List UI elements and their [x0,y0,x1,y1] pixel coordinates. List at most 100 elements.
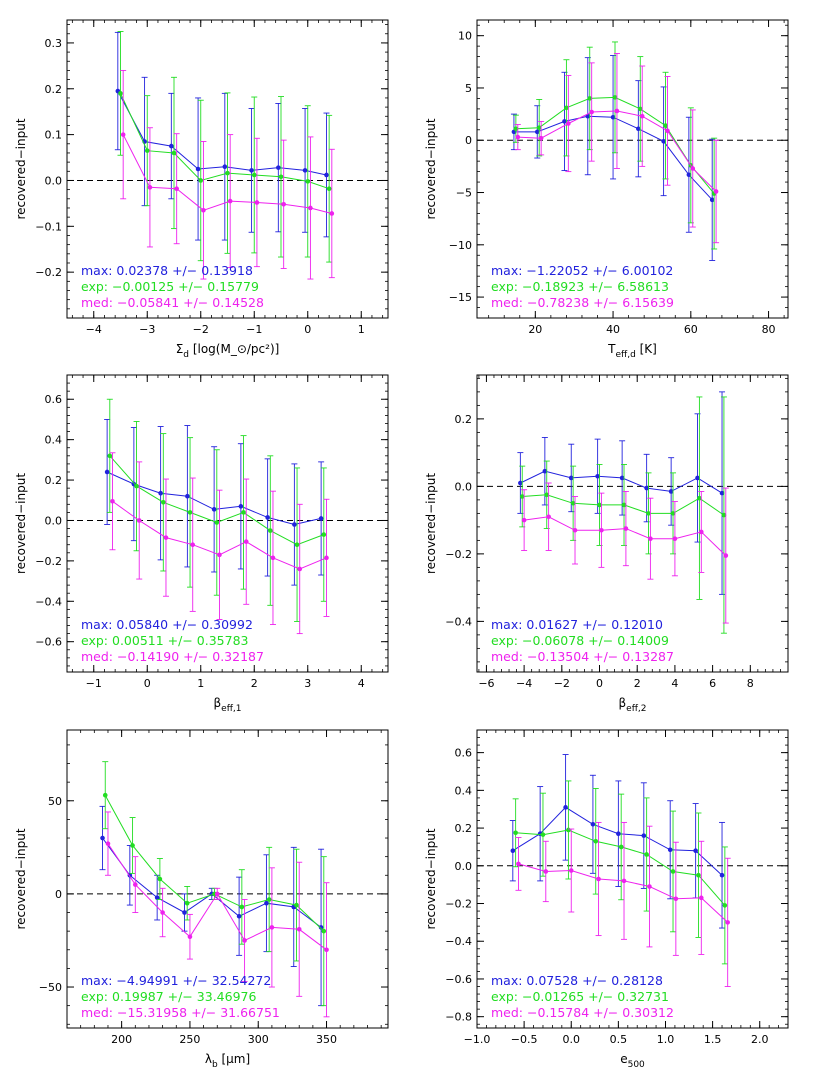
legend-entry-max: max: −1.22052 +/− 6.00102 [491,263,673,278]
chart-panel-5: 200 250 300 350 −50 0 50 λb [μm] recovered−input… [14,729,389,1070]
data-point-exp [294,902,299,908]
x-tick-label: 250 [179,1033,200,1046]
data-point-exp [646,511,651,516]
data-point-med [296,926,302,932]
y-tick-label: 0 [55,888,62,901]
series-max [509,754,726,929]
data-point-max [195,166,201,172]
data-point-med [546,514,551,520]
data-point-exp [239,904,245,910]
data-point-max [610,114,616,120]
data-point-exp [587,96,593,101]
y-tick-label: −0.6 [35,636,62,649]
y-tick-label: 0 [465,134,472,147]
series-exp [117,31,333,263]
plot-frame [66,729,389,1029]
x-tick-label: 8 [747,677,754,690]
legend-entry-med: med: −0.15784 +/− 0.30312 [491,1005,674,1020]
y-tick-label: −50 [39,981,62,994]
data-point-max [236,913,242,919]
y-tick-label: 0.0 [455,480,473,493]
y-tick-label: 0.6 [45,393,63,406]
x-tick-label: 2.0 [751,1033,769,1046]
chart-panel-3: −1 0 1 2 3 4 −0.6 −0.4 −0.2 0.0 0.2 0.4 0.6 βeff,1 rec… [14,374,389,714]
series-max [99,805,325,1007]
data-point-exp [251,172,257,178]
x-axis-label: e500 [620,1052,645,1070]
x-tick-label: −4 [516,677,532,690]
x-tick-label: −0.5 [511,1033,538,1046]
data-point-exp [697,495,702,501]
data-point-med [698,895,704,901]
x-tick-label: −2 [193,323,209,336]
data-point-max [619,475,625,481]
x-axis-label: βeff,2 [619,696,647,714]
x-tick-label: 4 [671,677,678,690]
data-point-med [163,535,169,540]
data-point-max [709,197,715,203]
data-point-max [211,507,217,512]
data-point-max [563,805,568,810]
data-point-max [265,515,270,520]
data-point-exp [564,105,569,111]
legend-entry-exp: exp: 0.19987 +/− 33.46976 [81,989,256,1004]
data-point-max [668,489,674,494]
data-point-exp [184,900,190,906]
data-point-exp [722,903,728,908]
data-point-med [589,109,594,115]
data-point-med [190,542,196,548]
data-point-med [132,882,138,887]
data-point-exp [157,876,163,882]
legend-entry-max: max: −4.94991 +/− 32.54272 [81,973,271,988]
data-point-exp [198,178,204,183]
legend-entry-med: med: −0.05841 +/− 0.14528 [81,295,264,310]
data-point-max [302,168,308,173]
data-point-med [648,536,653,541]
data-point-exp [540,832,546,837]
x-axis-label: Teff,d [K] [607,342,657,360]
data-point-exp [144,148,150,153]
data-point-med [698,529,704,535]
legend-entry-exp: exp: −0.01265 +/− 0.32731 [491,989,669,1004]
data-point-med [516,861,521,867]
x-tick-label: 1.5 [704,1033,722,1046]
data-point-max [185,493,190,499]
data-point-max [264,900,269,906]
series-med [109,452,330,635]
data-point-max [182,910,187,915]
data-point-med [227,198,233,204]
data-point-exp [241,510,246,515]
y-tick-label: 0.1 [45,129,63,142]
x-tick-label: 1 [197,677,204,690]
data-point-exp [663,123,668,128]
data-point-exp [570,500,576,506]
data-point-med [566,121,571,126]
legend-entry-max: max: 0.05840 +/− 0.30992 [81,617,253,632]
data-point-exp [187,510,193,515]
data-point-max [644,485,649,491]
legend-entry-med: med: −15.31958 +/− 31.66751 [81,1005,280,1020]
x-tick-label: −1.0 [464,1033,491,1046]
data-point-max [158,490,163,496]
x-tick-label: 0.5 [610,1033,628,1046]
x-tick-label: 6 [709,677,716,690]
data-point-max [693,848,698,854]
x-tick-label: 350 [316,1033,337,1046]
x-tick-label: −2 [554,677,570,690]
data-point-exp [670,511,676,516]
y-tick-label: −0.4 [445,615,472,628]
data-point-med [623,526,629,531]
data-point-med [270,555,276,561]
data-point-exp [597,502,602,508]
y-tick-label: −0.6 [445,973,472,986]
x-tick-label: 60 [684,323,698,336]
x-tick-label: 1.0 [657,1033,675,1046]
y-tick-label: −0.2 [35,555,62,568]
data-point-exp [593,838,599,844]
series-max [510,55,716,261]
data-point-med [521,517,527,523]
data-point-med [281,202,286,207]
data-point-med [713,189,719,194]
data-point-max [590,822,596,827]
data-point-max [641,833,647,838]
